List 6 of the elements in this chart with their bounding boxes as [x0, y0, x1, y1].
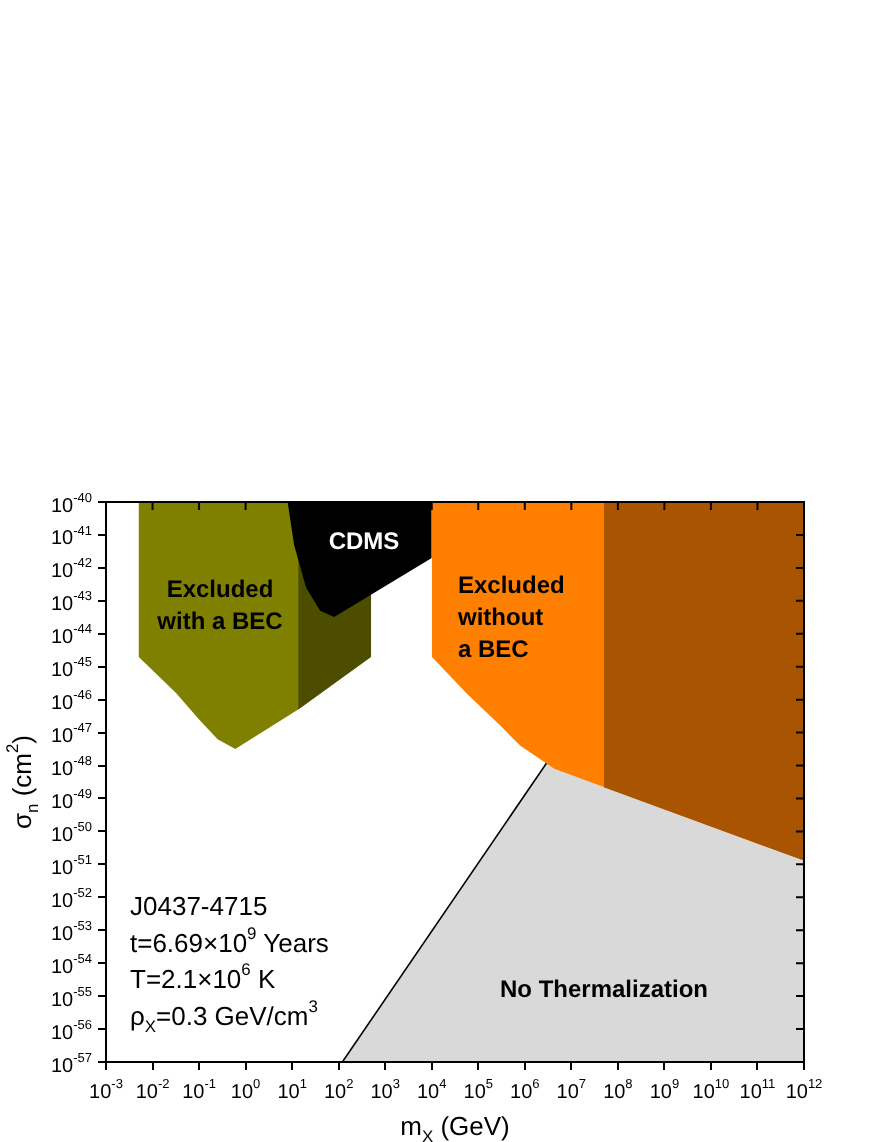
- y-axis-title: σn (cm2): [2, 734, 42, 830]
- annotation: Excluded without a BEC: [456, 570, 565, 663]
- annotation: J0437-4715: [130, 891, 268, 922]
- annotation: CDMS: [328, 526, 400, 555]
- annotation: No Thermalization: [499, 974, 709, 1003]
- annotation: Excluded with a BEC: [155, 574, 284, 635]
